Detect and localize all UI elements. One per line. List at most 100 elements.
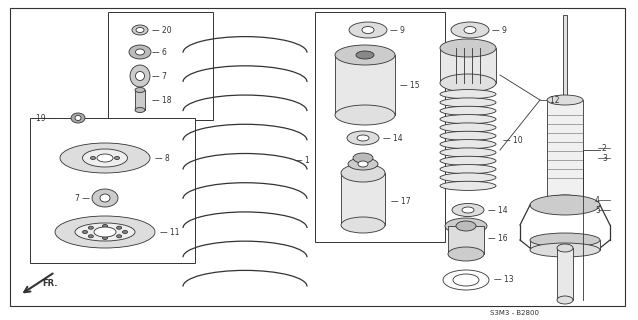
Ellipse shape (88, 226, 93, 229)
Ellipse shape (92, 189, 118, 207)
Ellipse shape (75, 116, 81, 121)
Text: — 11: — 11 (160, 228, 179, 236)
Bar (135, 90, 145, 110)
Ellipse shape (341, 217, 385, 233)
Ellipse shape (440, 123, 496, 132)
Text: FR.: FR. (42, 278, 57, 287)
Ellipse shape (130, 65, 150, 87)
Ellipse shape (440, 148, 496, 157)
Ellipse shape (135, 87, 145, 92)
Ellipse shape (448, 247, 484, 261)
Ellipse shape (117, 226, 122, 229)
Ellipse shape (440, 140, 496, 149)
Bar (440, 48, 496, 83)
Ellipse shape (440, 156, 496, 165)
Ellipse shape (547, 195, 583, 205)
Ellipse shape (440, 98, 496, 107)
Ellipse shape (440, 181, 496, 190)
Ellipse shape (530, 195, 600, 215)
Ellipse shape (451, 22, 489, 38)
Ellipse shape (129, 45, 151, 59)
Ellipse shape (94, 227, 116, 237)
Ellipse shape (347, 131, 379, 145)
Text: — 15: — 15 (400, 81, 420, 90)
Text: — 14: — 14 (383, 133, 403, 142)
Ellipse shape (103, 225, 107, 228)
Ellipse shape (82, 230, 87, 234)
Text: — 6: — 6 (152, 47, 167, 57)
Text: 4: 4 (595, 196, 600, 204)
Ellipse shape (136, 28, 144, 33)
Bar (341, 173, 385, 225)
Ellipse shape (557, 296, 573, 304)
Ellipse shape (349, 22, 387, 38)
Ellipse shape (557, 244, 573, 252)
Text: 19 —: 19 — (36, 114, 56, 123)
Text: — 16: — 16 (488, 234, 508, 243)
Text: — 12: — 12 (540, 95, 560, 105)
Text: 7 —: 7 — (75, 194, 90, 203)
Ellipse shape (122, 230, 128, 234)
Ellipse shape (530, 233, 600, 247)
Bar (315, 12, 445, 242)
Ellipse shape (60, 143, 150, 173)
Bar (30, 118, 195, 263)
Ellipse shape (530, 243, 600, 257)
Ellipse shape (71, 113, 85, 123)
Bar (108, 12, 213, 120)
Ellipse shape (348, 158, 378, 170)
Ellipse shape (440, 39, 496, 57)
Ellipse shape (100, 194, 110, 202)
Bar (448, 226, 484, 254)
Text: — 1: — 1 (295, 156, 310, 164)
Ellipse shape (453, 274, 479, 286)
Ellipse shape (132, 25, 148, 35)
Ellipse shape (97, 154, 113, 162)
Text: — 20: — 20 (152, 26, 172, 35)
Bar (557, 248, 573, 300)
Ellipse shape (357, 135, 369, 141)
Text: 2: 2 (602, 143, 607, 153)
Ellipse shape (462, 207, 474, 213)
Ellipse shape (440, 106, 496, 116)
Ellipse shape (103, 236, 107, 239)
Ellipse shape (356, 51, 374, 59)
Text: S3M3 - B2800: S3M3 - B2800 (490, 310, 539, 316)
Ellipse shape (341, 164, 385, 182)
Ellipse shape (362, 27, 374, 34)
Text: — 13: — 13 (494, 276, 514, 284)
Ellipse shape (103, 156, 107, 159)
Ellipse shape (452, 204, 484, 217)
Ellipse shape (135, 108, 145, 113)
Ellipse shape (445, 218, 487, 234)
Text: — 9: — 9 (492, 26, 507, 35)
Bar (547, 100, 583, 200)
Ellipse shape (358, 161, 368, 167)
Ellipse shape (335, 105, 395, 125)
Ellipse shape (443, 270, 489, 290)
Ellipse shape (135, 49, 144, 55)
Bar (563, 15, 567, 200)
Bar (335, 55, 395, 115)
Ellipse shape (82, 149, 128, 167)
Ellipse shape (440, 90, 496, 99)
Ellipse shape (440, 74, 496, 92)
Text: — 17: — 17 (391, 196, 411, 205)
Text: — 18: — 18 (152, 95, 172, 105)
Ellipse shape (135, 71, 144, 81)
Ellipse shape (440, 131, 496, 140)
Ellipse shape (91, 156, 96, 159)
Text: — 9: — 9 (390, 26, 405, 35)
Text: — 10: — 10 (503, 135, 523, 145)
Ellipse shape (440, 164, 496, 174)
Ellipse shape (440, 115, 496, 124)
Text: — 7: — 7 (152, 71, 167, 81)
Text: — 14: — 14 (488, 205, 508, 214)
Ellipse shape (75, 223, 135, 241)
Ellipse shape (464, 27, 476, 34)
Text: — 8: — 8 (155, 154, 170, 163)
Text: 5: 5 (595, 205, 600, 214)
Ellipse shape (117, 235, 122, 238)
Bar (530, 240, 600, 250)
Ellipse shape (440, 173, 496, 182)
